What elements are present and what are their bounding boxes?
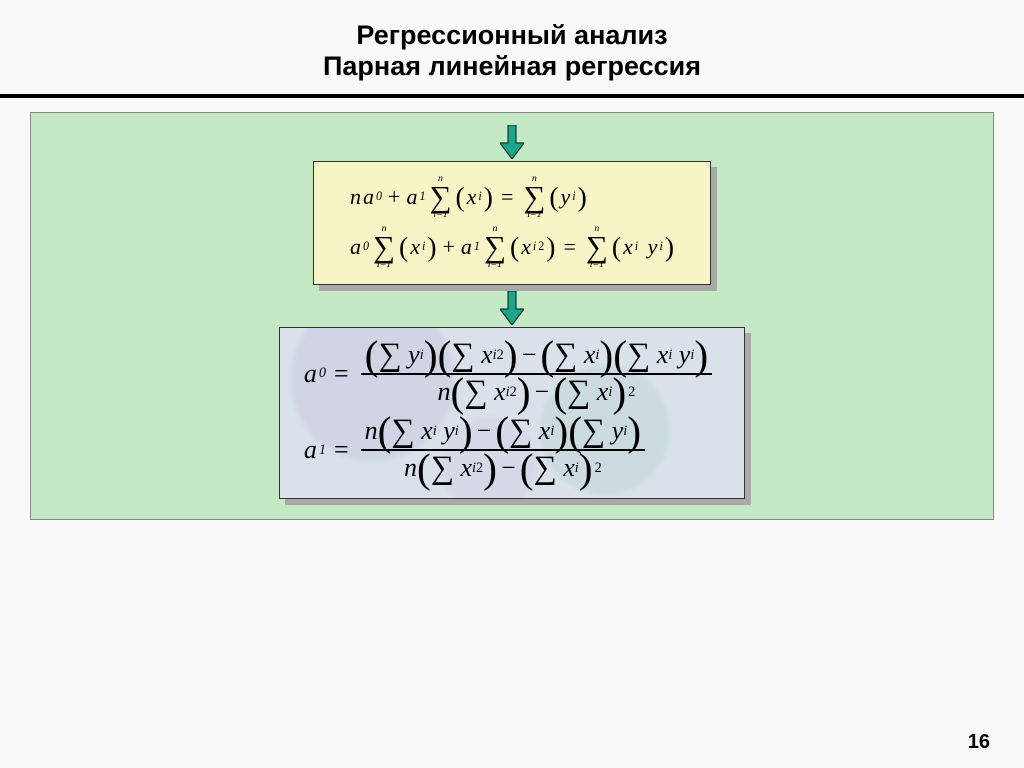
equation-2: a0 n ∑ i=1 (xi) + a1 n ∑ i=1 (xi2) = n (350, 224, 674, 270)
arrow-down-icon (500, 291, 524, 325)
solution-box: a0 = (∑ yi) (∑ xi2) − (∑ xi) (∑ xi yi) n… (279, 327, 745, 499)
sum-symbol: n ∑ i=1 (430, 174, 452, 220)
solution-a1: a1 = n (∑ xi yi) − (∑ xi) (∑ yi) n (∑ xi… (304, 414, 716, 486)
var-x: x (467, 184, 477, 210)
sum-symbol: n ∑ i=1 (586, 224, 608, 270)
var-y: y (561, 184, 571, 210)
sum-lower: i=1 (433, 210, 447, 220)
equals-sign: = (501, 184, 513, 210)
normal-equations-box: n a0 + a1 n ∑ i=1 (xi) = n ∑ i=1 (yi) (313, 161, 711, 285)
var-n: n (350, 184, 361, 210)
fraction: n (∑ xi yi) − (∑ xi) (∑ yi) n (∑ xi2) − … (361, 414, 645, 486)
sum-symbol: n ∑ i=1 (373, 224, 395, 270)
title-line-1: Регрессионный анализ (0, 20, 1024, 51)
solution-a0: a0 = (∑ yi) (∑ xi2) − (∑ xi) (∑ xi yi) n… (304, 338, 716, 410)
slide-title: Регрессионный анализ Парная линейная рег… (0, 0, 1024, 94)
sum-symbol: ∑ (379, 339, 402, 372)
var-a: a (406, 184, 417, 210)
sub-1: 1 (419, 189, 425, 204)
sub-i: i (478, 189, 481, 204)
equation-1: n a0 + a1 n ∑ i=1 (xi) = n ∑ i=1 (yi) (350, 174, 674, 220)
arrow-down-icon (500, 125, 524, 159)
content-panel: n a0 + a1 n ∑ i=1 (xi) = n ∑ i=1 (yi) (30, 112, 994, 520)
title-divider (0, 94, 1024, 98)
var-a: a (363, 184, 374, 210)
sub-0: 0 (376, 189, 382, 204)
sum-symbol: n ∑ i=1 (523, 174, 545, 220)
page-number: 16 (968, 731, 990, 754)
title-line-2: Парная линейная регрессия (0, 51, 1024, 82)
plus-sign: + (388, 184, 400, 210)
fraction: (∑ yi) (∑ xi2) − (∑ xi) (∑ xi yi) n (∑ x… (361, 338, 713, 410)
sum-symbol: n ∑ i=1 (484, 224, 506, 270)
